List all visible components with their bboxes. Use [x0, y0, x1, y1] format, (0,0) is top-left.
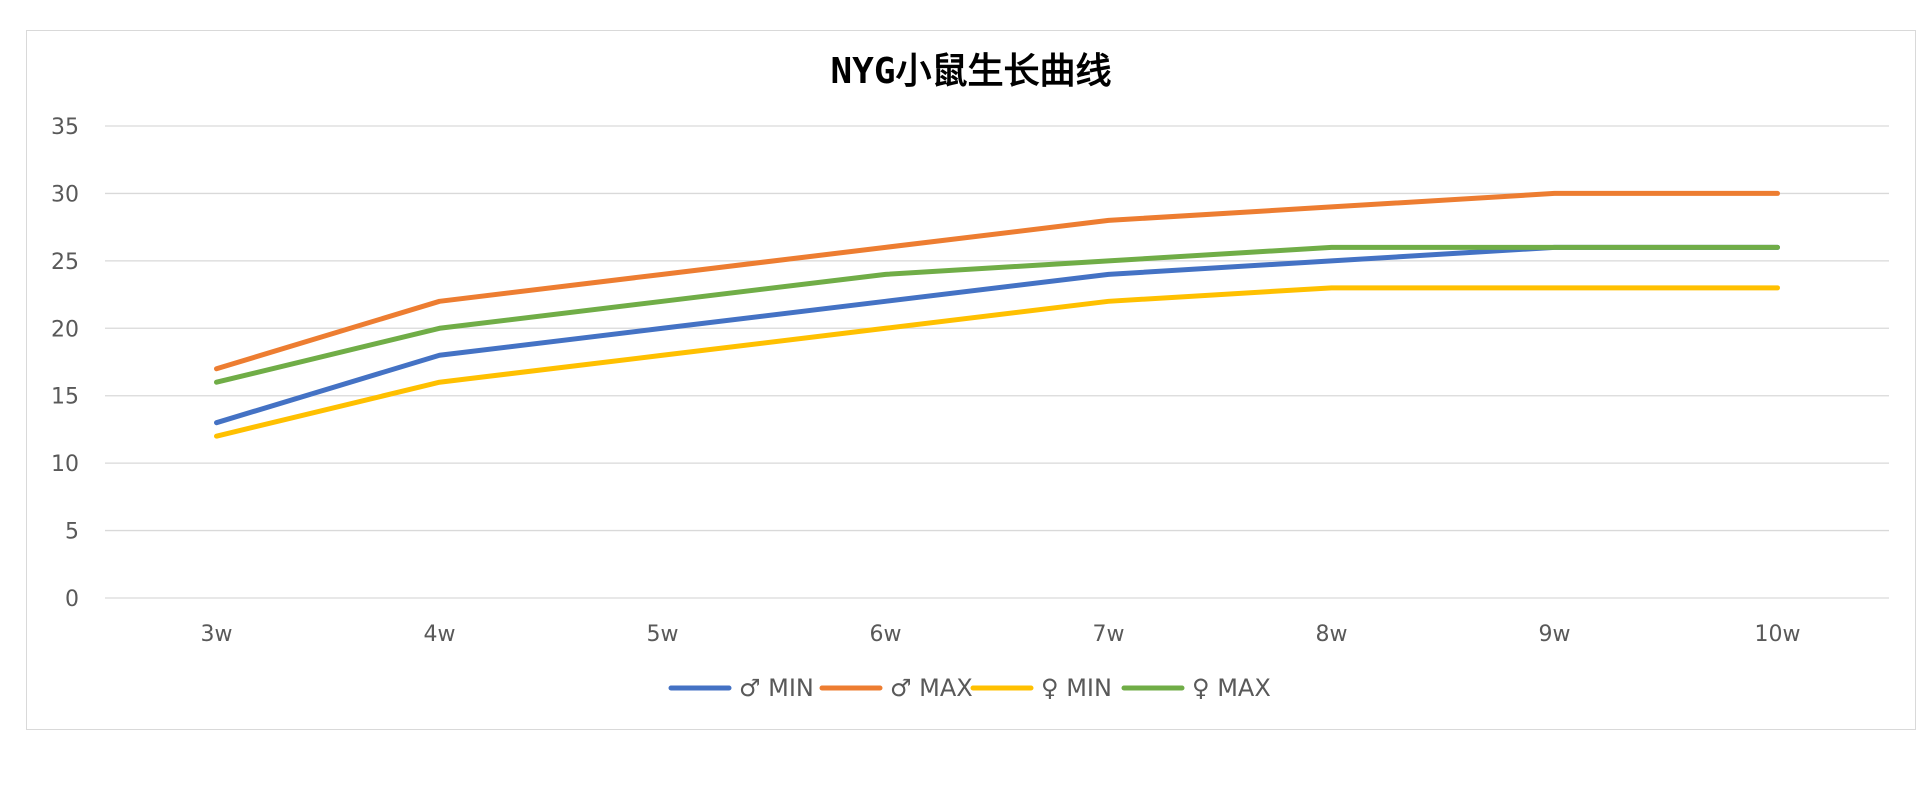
series-line [214, 244, 1780, 385]
legend: ♂ MIN ♂ MAX ♀ MIN ♀ MAX [668, 674, 1271, 702]
x-tick-label: 4w [424, 622, 456, 647]
y-axis-ticks: 0 5 10 15 20 25 30 35 [51, 115, 79, 612]
y-tick-label: 35 [51, 115, 79, 140]
series-line [214, 285, 1780, 439]
legend-item: ♂ MIN [668, 674, 814, 702]
series-line [214, 190, 1780, 372]
x-tick-label: 7w [1093, 622, 1125, 647]
series-line [214, 244, 1780, 426]
x-tick-label: 10w [1755, 622, 1801, 647]
legend-label: ♂ MAX [890, 674, 973, 702]
x-tick-label: 3w [201, 622, 233, 647]
gridlines [105, 125, 1889, 599]
y-tick-label: 0 [65, 587, 79, 612]
line-chart: NYG小鼠生长曲线 0 5 10 15 20 25 30 35 3w 4w 5w 6w 7w 8w 9w 1… [51, 51, 1889, 702]
chart-area: NYG小鼠生长曲线 0 5 10 15 20 25 30 35 3w 4w 5w 6w 7w 8w 9w 1… [26, 30, 1916, 730]
y-tick-label: 5 [65, 520, 79, 545]
legend-item: ♂ MAX [819, 674, 973, 702]
y-tick-label: 10 [51, 452, 79, 477]
x-tick-label: 9w [1539, 622, 1571, 647]
legend-label: ♀ MAX [1192, 674, 1271, 702]
x-axis-ticks: 3w 4w 5w 6w 7w 8w 9w 10w [201, 622, 1801, 647]
series-lines [214, 190, 1780, 439]
y-tick-label: 20 [51, 317, 79, 342]
y-tick-label: 25 [51, 250, 79, 275]
x-tick-label: 8w [1316, 622, 1348, 647]
x-tick-label: 5w [647, 622, 679, 647]
legend-item: ♀ MIN [970, 674, 1112, 702]
x-tick-label: 6w [870, 622, 902, 647]
legend-label: ♀ MIN [1041, 674, 1112, 702]
legend-label: ♂ MIN [739, 674, 814, 702]
legend-item: ♀ MAX [1121, 674, 1271, 702]
y-tick-label: 30 [51, 182, 79, 207]
y-tick-label: 15 [51, 385, 79, 410]
chart-title: NYG小鼠生长曲线 [830, 51, 1111, 92]
